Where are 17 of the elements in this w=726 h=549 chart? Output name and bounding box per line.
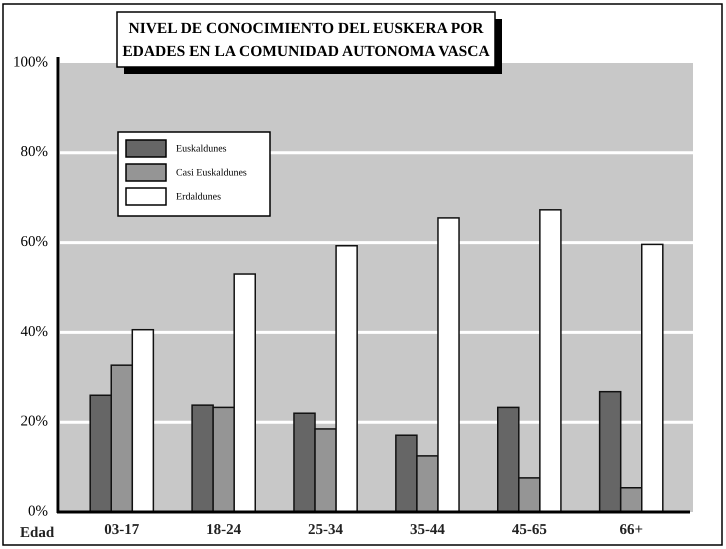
legend-label: Erdaldunes	[176, 191, 222, 202]
legend-label: Euskaldunes	[176, 143, 227, 154]
y-tick-label: 100%	[13, 54, 48, 70]
x-tick-label: 03-17	[104, 522, 140, 538]
y-tick-label: 60%	[20, 234, 48, 250]
x-tick-label: 25-34	[308, 522, 344, 538]
x-tick-label: 45-65	[512, 522, 547, 538]
x-tick-label: 35-44	[410, 522, 446, 538]
y-tick-label: 80%	[20, 144, 48, 160]
legend-label: Casi Euskaldunes	[176, 167, 247, 178]
x-axis-title: Edad	[20, 525, 55, 541]
y-tick-label: 20%	[20, 414, 48, 430]
x-tick-label: 18-24	[206, 522, 242, 538]
x-tick-label: 66+	[619, 522, 644, 538]
y-tick-label: 0%	[28, 503, 48, 520]
chart-title: NIVEL DE CONOCIMIENTO DEL EUSKERA POR EDADES EN LA COMUNIDAD AUTONOMA VASCA	[122, 20, 490, 60]
y-tick-label: 40%	[20, 324, 48, 340]
